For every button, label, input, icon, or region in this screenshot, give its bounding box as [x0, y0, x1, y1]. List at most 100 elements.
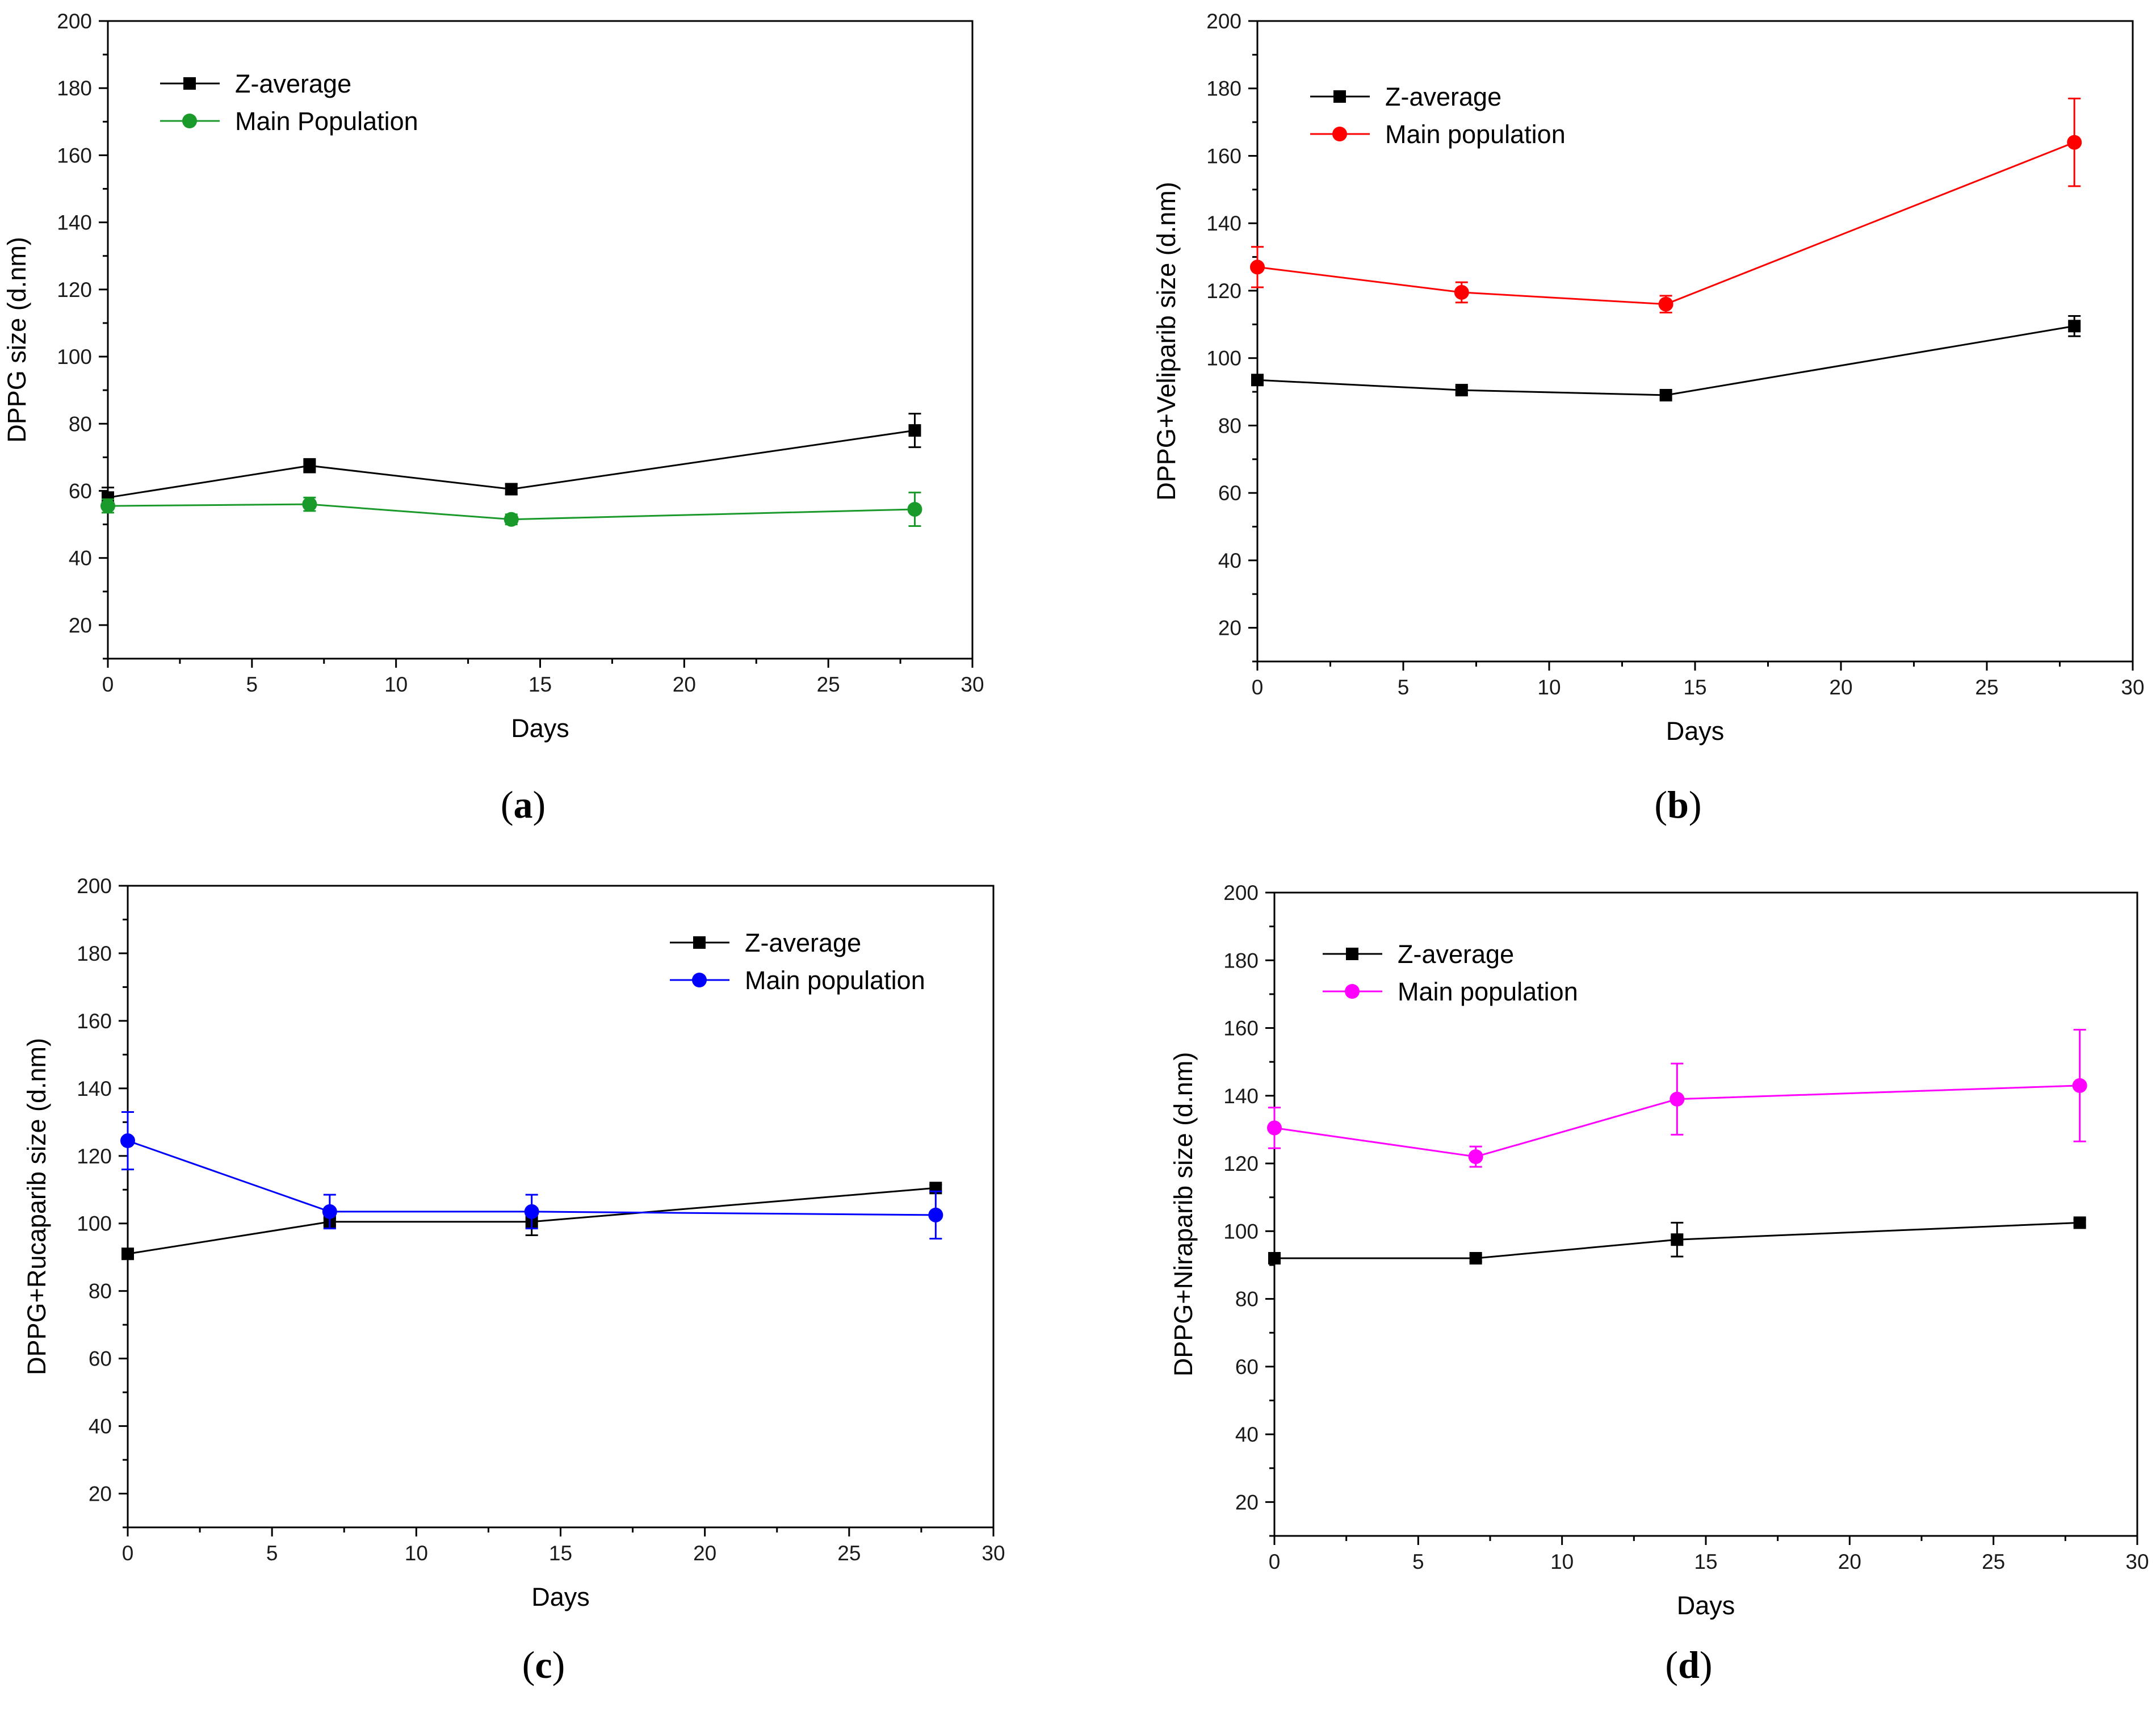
legend: Z-average Main population [670, 928, 925, 995]
series-main-population [1250, 98, 2082, 314]
panel-caption: (b) [1654, 783, 1701, 826]
data-point-square [1455, 384, 1468, 397]
x-tick-label: 20 [673, 673, 696, 696]
y-tick-label: 20 [69, 614, 92, 637]
y-tick-label: 100 [1223, 1220, 1259, 1243]
y-tick-label: 200 [1223, 881, 1259, 905]
y-tick-label: 80 [1235, 1288, 1259, 1311]
legend-marker-circle [1332, 127, 1347, 141]
series-line [1257, 325, 2075, 396]
legend-marker-circle [182, 114, 197, 128]
y-tick-label: 160 [1223, 1017, 1259, 1040]
data-point-circle [1267, 1120, 1282, 1136]
x-tick-label: 30 [2125, 1550, 2149, 1573]
y-tick-label: 120 [1206, 279, 1241, 303]
data-point-square [1671, 1233, 1684, 1246]
y-tick-label: 100 [77, 1212, 112, 1236]
data-point-square [303, 459, 316, 472]
legend: Z-average Main Population [160, 69, 418, 136]
panel-caption: (c) [522, 1643, 565, 1686]
series-line [1257, 141, 2075, 305]
legend-marker-circle [1345, 984, 1360, 999]
y-tick-label: 40 [69, 547, 92, 570]
legend-label: Main population [745, 966, 925, 995]
series-line [127, 1140, 936, 1216]
y-tick-label: 200 [1206, 10, 1241, 33]
y-tick-label: 60 [69, 479, 92, 503]
x-tick-label: 25 [1982, 1550, 2005, 1573]
x-tick-label: 20 [1838, 1550, 1861, 1573]
y-tick-label: 20 [89, 1483, 112, 1506]
chart-panel-a: 20 40 60 80 100 120 140 160 180 200 0 5 10 15 20 25 30 Da… [2, 10, 984, 826]
y-tick-label: 140 [1223, 1084, 1259, 1108]
x-tick-label: 5 [246, 673, 258, 696]
x-tick-label: 25 [1975, 676, 1998, 699]
y-axis-title: DPPG size (d.nm) [2, 237, 31, 443]
y-tick-label: 180 [77, 942, 112, 965]
data-point-square [1268, 1252, 1281, 1265]
chart-panel-d: 20 40 60 80 100 120 140 160 180 200 0 5 10 15 20 25 30 Da… [1169, 881, 2149, 1686]
data-point-circle [524, 1204, 539, 1219]
legend: Z-average Main population [1310, 82, 1566, 149]
data-point-circle [504, 512, 519, 527]
series-line [107, 503, 915, 521]
y-tick-label: 100 [1206, 347, 1241, 370]
y-tick-label: 160 [77, 1010, 112, 1033]
data-point-square [121, 1247, 134, 1261]
data-point-circle [302, 497, 317, 512]
y-tick-label: 20 [1218, 617, 1241, 640]
y-axis-title: DPPG+Niraparib size (d.nm) [1169, 1052, 1198, 1376]
x-tick-label: 0 [1269, 1550, 1281, 1573]
y-tick-label: 80 [89, 1280, 112, 1303]
legend-label: Main Population [235, 107, 418, 136]
series-main-population [1267, 1029, 2087, 1168]
series-main-population [120, 1111, 943, 1240]
y-tick-label: 200 [57, 10, 92, 33]
x-tick-label: 30 [960, 673, 984, 696]
x-tick-label: 15 [1694, 1550, 1717, 1573]
series-main-population [100, 491, 922, 527]
data-point-square [2073, 1216, 2086, 1229]
series-line [127, 1187, 936, 1255]
y-tick-label: 180 [1223, 949, 1259, 972]
chart-panel-b: 20 40 60 80 100 120 140 160 180 200 0 5 10 15 20 25 30 Da… [1152, 10, 2145, 826]
series-line [1274, 1084, 2080, 1158]
series-line [1274, 1221, 2080, 1259]
y-tick-label: 40 [89, 1415, 112, 1438]
y-tick-label: 60 [1235, 1355, 1259, 1379]
x-axis-title: Days [1666, 717, 1725, 746]
data-point-circle [322, 1204, 337, 1219]
legend: Z-average Main population [1323, 940, 1578, 1006]
data-point-square [1469, 1252, 1482, 1265]
data-point-square [505, 483, 518, 496]
y-tick-label: 120 [57, 278, 92, 302]
y-tick-label: 40 [1235, 1423, 1259, 1446]
data-point-circle [1670, 1091, 1685, 1107]
legend-label: Z-average [745, 928, 861, 957]
legend-marker-square [693, 936, 706, 949]
legend-label: Z-average [1398, 940, 1514, 969]
y-tick-label: 60 [1218, 481, 1241, 505]
data-point-circle [100, 499, 115, 514]
legend-marker-square [1333, 90, 1346, 103]
x-tick-label: 30 [981, 1542, 1005, 1565]
x-tick-label: 10 [384, 673, 408, 696]
x-tick-label: 25 [837, 1542, 861, 1565]
data-point-square [2068, 320, 2081, 333]
panel-caption: (d) [1665, 1643, 1712, 1686]
x-axis-title: Days [1677, 1591, 1735, 1620]
x-tick-label: 15 [1683, 676, 1706, 699]
x-tick-label: 5 [1412, 1550, 1424, 1573]
data-point-circle [1658, 296, 1673, 312]
y-tick-label: 120 [77, 1145, 112, 1168]
x-tick-label: 0 [122, 1542, 134, 1565]
data-point-circle [1250, 259, 1265, 275]
x-axis-title: Days [511, 714, 569, 743]
x-tick-label: 15 [528, 673, 552, 696]
x-tick-label: 30 [2121, 676, 2144, 699]
data-point-square [1251, 374, 1264, 387]
data-point-circle [2072, 1078, 2087, 1093]
x-tick-label: 0 [102, 673, 114, 696]
y-axis-title: DPPG+Rucaparib size (d.nm) [22, 1038, 51, 1375]
